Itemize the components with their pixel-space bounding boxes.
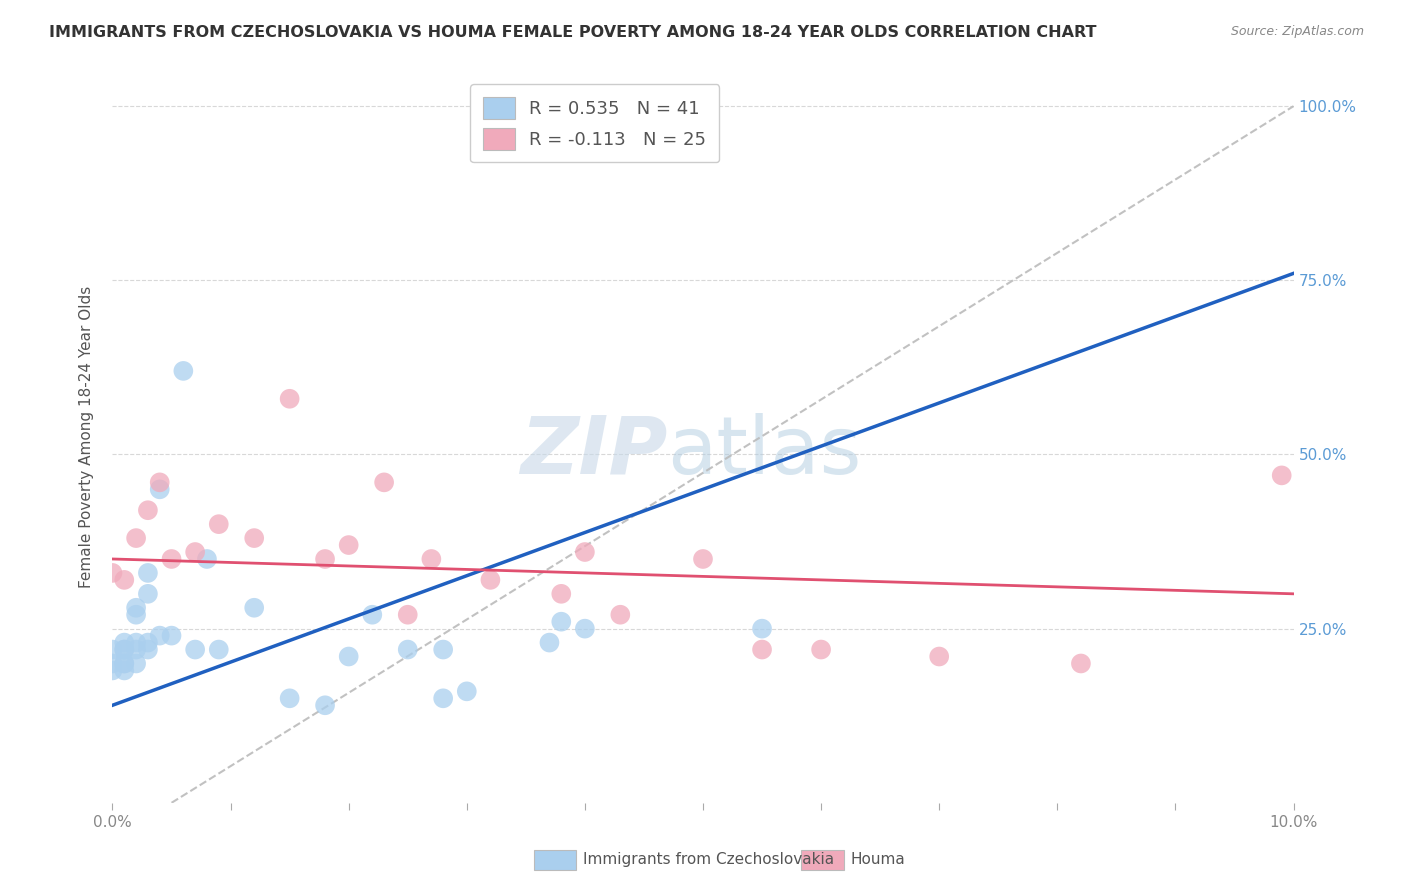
Point	[208, 642, 231, 657]
Point	[396, 642, 419, 657]
Point	[125, 607, 148, 622]
Point	[314, 552, 336, 566]
Point	[550, 587, 572, 601]
Point	[432, 691, 454, 706]
Point	[149, 483, 172, 497]
Point	[550, 615, 572, 629]
Point	[136, 635, 159, 649]
Point	[112, 657, 135, 671]
Point	[396, 607, 419, 622]
Point	[609, 607, 631, 622]
Point	[420, 552, 443, 566]
Point	[112, 657, 135, 671]
Point	[538, 635, 561, 649]
Point	[125, 642, 148, 657]
Point	[479, 99, 502, 113]
Point	[195, 552, 218, 566]
Y-axis label: Female Poverty Among 18-24 Year Olds: Female Poverty Among 18-24 Year Olds	[79, 286, 94, 588]
Text: IMMIGRANTS FROM CZECHOSLOVAKIA VS HOUMA FEMALE POVERTY AMONG 18-24 YEAR OLDS COR: IMMIGRANTS FROM CZECHOSLOVAKIA VS HOUMA …	[49, 25, 1097, 40]
Text: Source: ZipAtlas.com: Source: ZipAtlas.com	[1230, 25, 1364, 38]
Text: Immigrants from Czechoslovakia: Immigrants from Czechoslovakia	[583, 853, 835, 867]
Point	[751, 642, 773, 657]
Point	[149, 475, 172, 490]
Point	[456, 684, 478, 698]
Point	[361, 607, 384, 622]
Point	[479, 573, 502, 587]
Point	[149, 629, 172, 643]
Text: Houma: Houma	[851, 853, 905, 867]
Text: ZIP: ZIP	[520, 413, 668, 491]
Point	[574, 545, 596, 559]
Point	[373, 475, 395, 490]
Point	[160, 629, 183, 643]
Point	[751, 622, 773, 636]
Point	[574, 622, 596, 636]
Point	[125, 600, 148, 615]
Point	[112, 642, 135, 657]
Point	[172, 364, 194, 378]
Point	[112, 635, 135, 649]
Point	[810, 642, 832, 657]
Point	[125, 657, 148, 671]
Point	[125, 531, 148, 545]
Point	[136, 503, 159, 517]
Point	[112, 664, 135, 678]
Point	[278, 691, 301, 706]
Point	[337, 538, 360, 552]
Point	[1070, 657, 1092, 671]
Point	[125, 635, 148, 649]
Point	[243, 531, 266, 545]
Point	[515, 99, 537, 113]
Point	[136, 587, 159, 601]
Point	[337, 649, 360, 664]
Point	[928, 649, 950, 664]
Point	[136, 642, 159, 657]
Point	[278, 392, 301, 406]
Text: atlas: atlas	[668, 413, 862, 491]
Point	[432, 642, 454, 657]
Point	[160, 552, 183, 566]
Point	[692, 552, 714, 566]
Point	[136, 566, 159, 580]
Point	[101, 642, 124, 657]
Point	[101, 664, 124, 678]
Point	[184, 545, 207, 559]
Point	[314, 698, 336, 713]
Point	[208, 517, 231, 532]
Point	[112, 573, 135, 587]
Point	[1271, 468, 1294, 483]
Point	[538, 99, 561, 113]
Point	[184, 642, 207, 657]
Legend: R = 0.535   N = 41, R = -0.113   N = 25: R = 0.535 N = 41, R = -0.113 N = 25	[470, 84, 718, 162]
Point	[112, 642, 135, 657]
Point	[243, 600, 266, 615]
Point	[101, 657, 124, 671]
Point	[101, 566, 124, 580]
